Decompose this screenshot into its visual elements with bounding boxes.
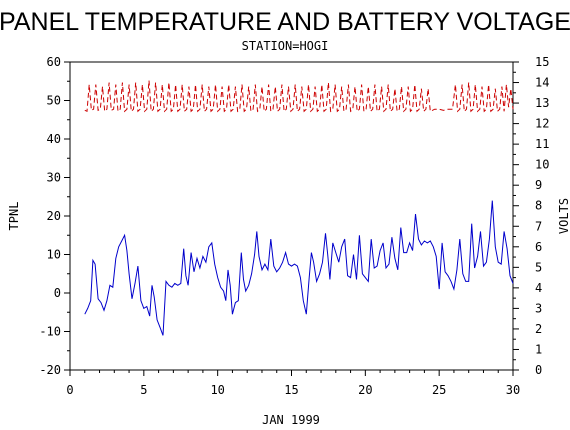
x-tick-label: 10 [210,383,224,397]
chart-title: PANEL TEMPERATURE AND BATTERY VOLTAGE [0,8,570,36]
y-right-tick-label: 5 [535,260,542,274]
x-tick-label: 20 [358,383,372,397]
series-layer [84,80,514,336]
x-axis-label: JAN 1999 [262,413,320,427]
y-right-tick-label: 13 [535,96,549,110]
y-left-tick-label: 40 [47,132,61,146]
y-right-tick-label: 7 [535,219,542,233]
y-left-tick-label: 50 [47,94,61,108]
y-right-tick-label: 15 [535,55,549,69]
y-right-tick-label: 3 [535,301,542,315]
y-left-axis-label: TPNL [7,202,21,231]
x-tick-label: 15 [284,383,298,397]
y-left-tick-label: 30 [47,171,61,185]
y-left-tick-label: 60 [47,55,61,69]
x-tick-label: 5 [140,383,147,397]
y-right-axis-label: VOLTS [557,198,570,234]
x-tick-label: 25 [432,383,446,397]
y-left-tick-label: -20 [39,363,61,377]
y-left-axis-ticks: -20 -10 0 10 20 30 40 50 60 [39,55,70,377]
y-right-tick-label: 4 [535,281,542,295]
y-right-tick-label: 1 [535,342,542,356]
x-tick-label: 0 [66,383,73,397]
tpnl-series-line [84,200,514,336]
plot-frame [69,61,514,371]
y-left-tick-label: -10 [39,325,61,339]
y-right-tick-label: 6 [535,240,542,254]
x-axis-ticks: 0 5 10 15 20 25 30 [66,370,520,397]
y-left-tick-label: 20 [47,209,61,223]
y-right-tick-label: 14 [535,76,549,90]
volts-series-line [84,80,514,113]
x-tick-label: 30 [506,383,520,397]
y-left-tick-label: 10 [47,248,61,262]
y-right-tick-label: 2 [535,322,542,336]
y-right-tick-label: 8 [535,199,542,213]
chart-subtitle: STATION=HOGI [242,39,329,53]
y-right-tick-label: 9 [535,178,542,192]
y-left-tick-label: 0 [54,286,61,300]
y-right-tick-label: 10 [535,158,549,172]
y-right-tick-label: 11 [535,137,549,151]
y-right-tick-label: 0 [535,363,542,377]
y-right-tick-label: 12 [535,117,549,131]
